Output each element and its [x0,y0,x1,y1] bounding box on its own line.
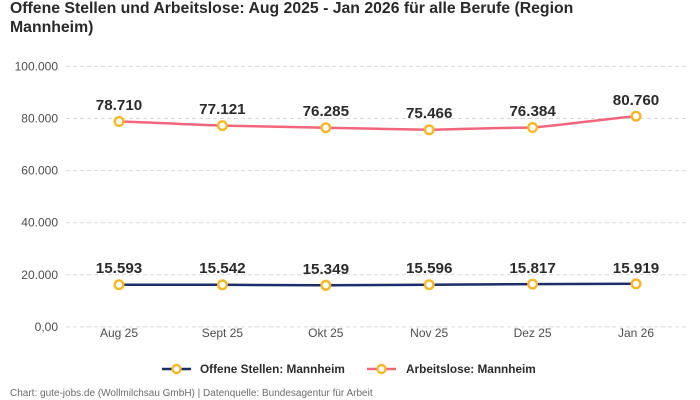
svg-text:80.760: 80.760 [613,92,659,109]
svg-text:15.596: 15.596 [406,260,452,277]
svg-text:Offene Stellen: Mannheim: Offene Stellen: Mannheim [200,362,345,376]
svg-text:Arbeitslose: Mannheim: Arbeitslose: Mannheim [406,362,536,376]
svg-text:Chart: gute-jobs.de (Wollmilch: Chart: gute-jobs.de (Wollmilchsau GmbH) … [10,388,373,399]
svg-text:76.285: 76.285 [303,103,350,120]
svg-text:Dez 25: Dez 25 [514,326,552,340]
svg-text:15.542: 15.542 [199,260,245,277]
svg-text:0,00: 0,00 [35,320,59,334]
svg-text:15.817: 15.817 [509,260,555,277]
svg-text:77.121: 77.121 [199,101,246,118]
svg-text:Jan 26: Jan 26 [618,326,654,340]
svg-text:75.466: 75.466 [406,105,452,122]
svg-text:80.000: 80.000 [21,112,58,126]
svg-text:15.919: 15.919 [613,260,659,277]
svg-text:Okt 25: Okt 25 [308,326,344,340]
svg-text:40.000: 40.000 [21,216,58,230]
svg-text:100.000: 100.000 [15,59,59,73]
svg-text:15.349: 15.349 [303,261,349,278]
svg-text:Aug 25: Aug 25 [100,326,138,340]
svg-text:60.000: 60.000 [21,164,58,178]
svg-text:Nov 25: Nov 25 [410,326,448,340]
svg-text:78.710: 78.710 [96,97,142,114]
svg-text:20.000: 20.000 [21,268,58,282]
svg-text:15.593: 15.593 [96,260,142,277]
svg-text:76.384: 76.384 [509,103,556,120]
svg-text:Sept 25: Sept 25 [202,326,244,340]
